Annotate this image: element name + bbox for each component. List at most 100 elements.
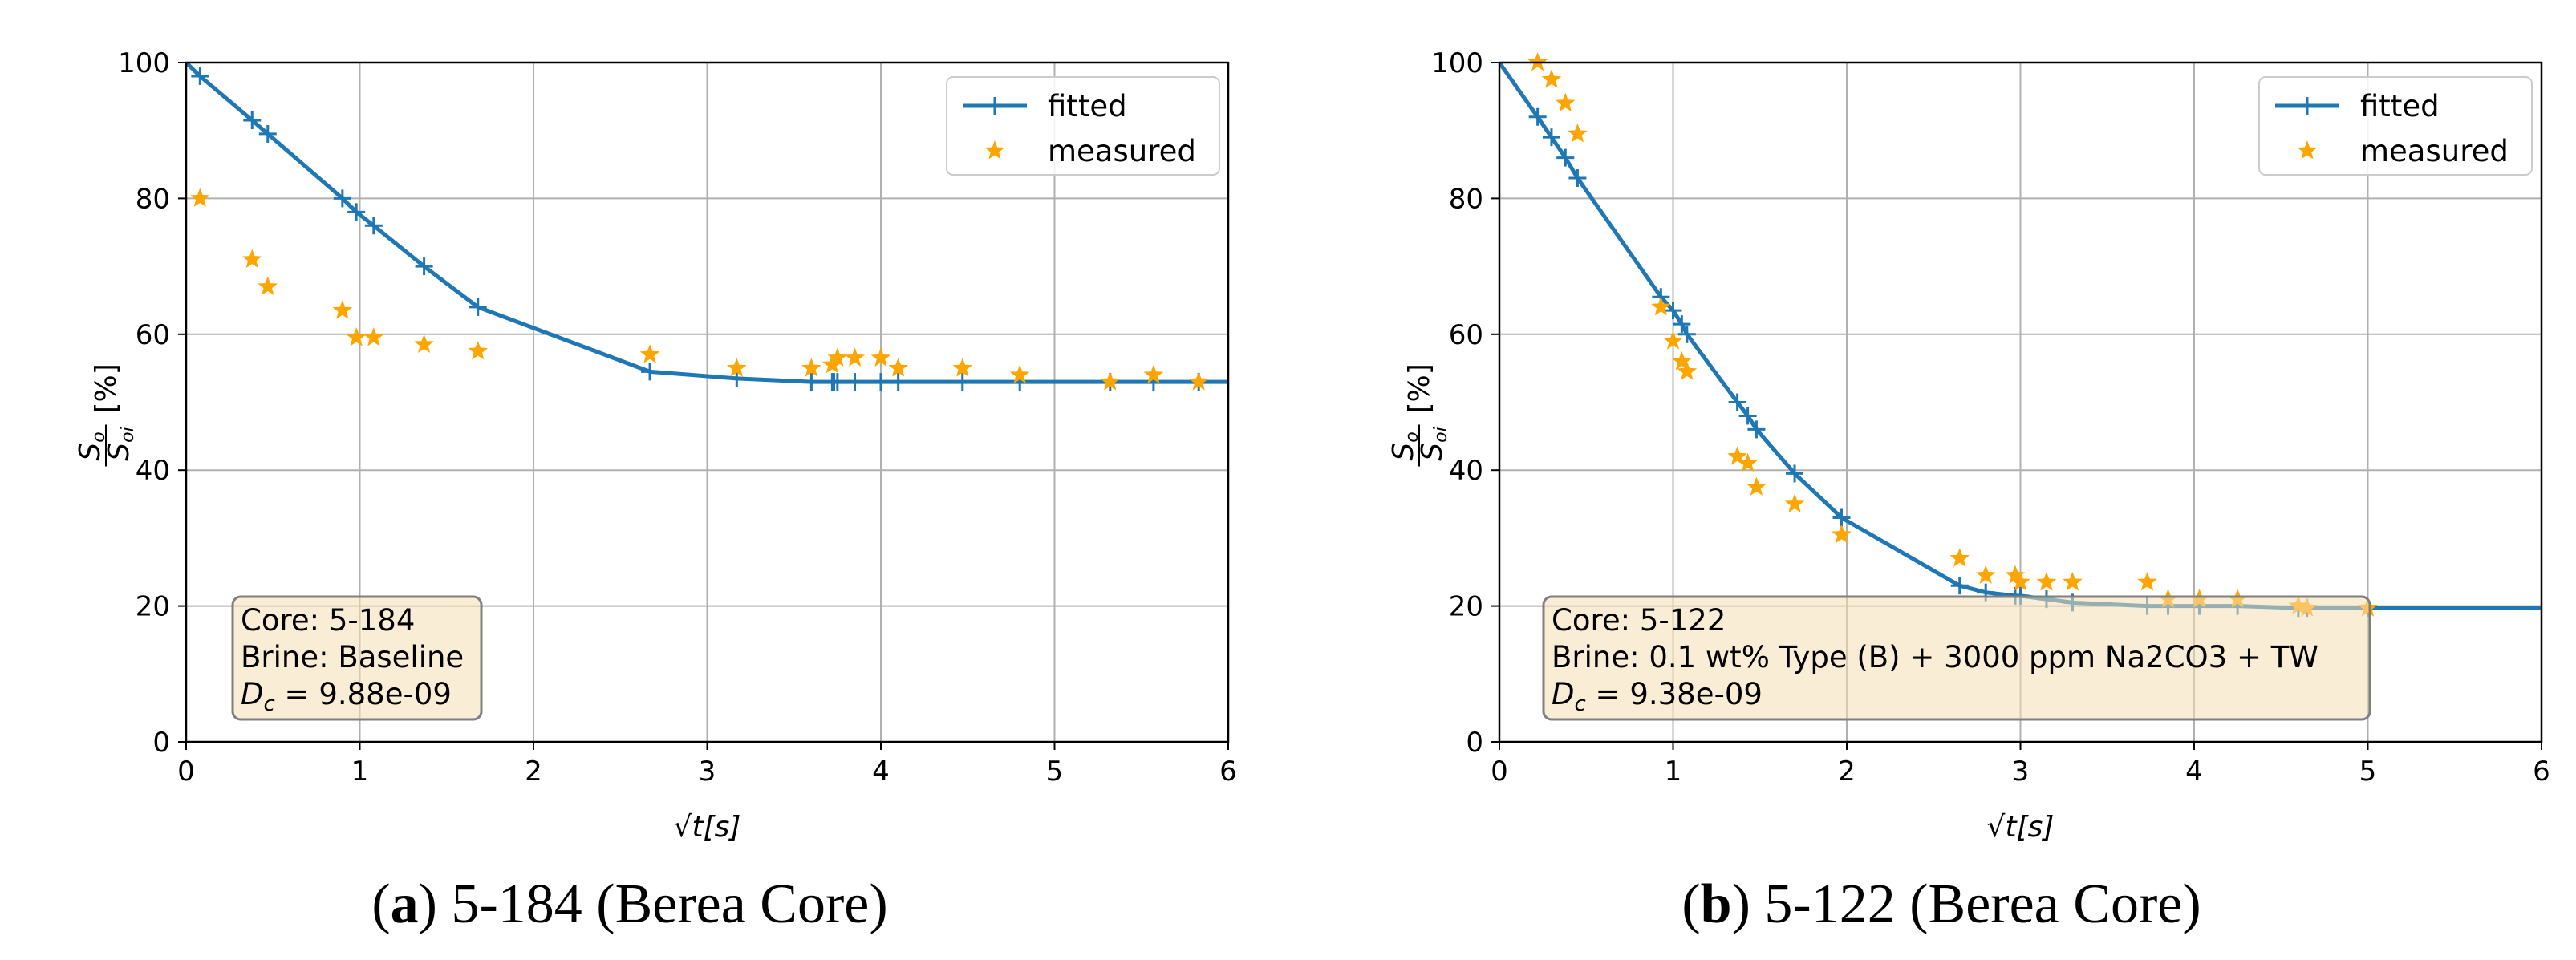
x-tick-label: 6 [1219,755,1237,788]
y-tick-label: 0 [152,727,170,759]
plot-area [186,63,1228,391]
x-tick-label: 4 [872,755,890,788]
measured-point [1832,524,1852,544]
measured-point [1663,330,1683,350]
annotation-core: Core: 5-122 [1552,603,1726,638]
y-tick-label: 60 [1449,319,1483,351]
y-tick-label: 60 [136,319,170,351]
fitted-point [1568,168,1587,187]
measured-point [1100,371,1121,391]
fitted-point [347,203,366,221]
series-line-fitted [186,63,1228,384]
fitted-point [1728,393,1746,411]
fitted-point [243,111,262,129]
fitted-point [1738,407,1757,425]
caption-b: (b) 5-122 (Berea Core) [1681,873,2201,935]
fitted-point [953,373,972,391]
legend-label-fitted: fitted [1048,89,1127,124]
annotation-core: Core: 5-184 [241,603,415,638]
measured-point [801,358,821,377]
measured-point [639,344,660,363]
fitted-point [846,373,864,391]
measured-point [241,249,262,269]
svg-text:Soi: Soi [1416,427,1451,460]
fitted-point [258,124,277,143]
fitted-point [1542,128,1560,147]
fitted-point [469,298,487,316]
fitted-point [333,189,351,208]
legend-label-measured: measured [1048,134,1196,168]
measured-point [1555,92,1576,112]
legend: fitted measured [946,76,1220,176]
fitted-point [872,373,890,391]
x-tick-label: 5 [1046,755,1064,788]
y-tick-label: 80 [1449,183,1483,215]
y-tick-label: 100 [118,47,170,79]
axes-frame [185,61,1230,743]
y-tick-label: 20 [136,591,170,623]
x-tick-label: 2 [525,755,542,788]
measured-point [870,347,891,367]
measured-point [952,358,973,377]
measured-point [2063,572,2083,591]
svg-text:[%]: [%] [1403,363,1436,413]
x-tick-label: 1 [1665,755,1682,788]
measured-point [1651,296,1671,316]
x-tick-label: 2 [1838,755,1856,788]
measured-point [1672,350,1692,371]
x-tick-label: 5 [2359,755,2377,788]
y-tick-label: 0 [1466,727,1483,759]
measured-point [190,188,210,207]
svg-text:√t[s]: √t[s] [674,811,741,844]
fitted-point [1786,464,1804,483]
measured-point [1009,364,1030,384]
measured-point [414,334,434,353]
measured-point [827,347,848,367]
annotation-brine: Brine: 0.1 wt% Type (B) + 3000 ppm Na2CO… [1552,640,2318,674]
fitted-point [191,67,209,85]
legend: fitted measured [2258,76,2533,176]
x-tick-label: 1 [351,755,369,788]
measured-point [1541,69,1562,88]
fitted-point [641,363,659,381]
y-tick-label: 40 [1449,455,1483,487]
fitted-point [889,373,907,391]
fitted-point [1747,420,1766,439]
x-tick-label: 0 [177,755,195,788]
x-axis-label: √t[s] [1987,811,2055,844]
measured-point [845,347,865,367]
measured-point [2005,565,2026,584]
x-tick-label: 4 [2185,755,2203,788]
measured-point [2010,572,2030,591]
fitted-point [1556,148,1575,167]
fitted-point [828,373,846,391]
legend-measured-marker [984,140,1005,160]
measured-point [1568,123,1588,143]
fitted-point [802,373,821,391]
x-tick-label: 3 [699,755,716,788]
axes-frame [1498,61,2543,743]
y-tick-label: 100 [1431,47,1483,79]
annotation-dc: Dc = 9.88e-09 [241,677,452,716]
measured-point [726,358,747,377]
svg-text:[%]: [%] [90,363,123,413]
measured-point [1949,548,1970,567]
measured-point [468,341,489,360]
fitted-point [1832,508,1851,527]
measured-point [1975,565,1996,584]
measured-point [888,358,908,377]
measured-point [346,327,367,346]
measured-point [1784,493,1805,513]
measured-point [1677,361,1698,380]
fitted-point [1677,325,1696,343]
svg-text:Soi: Soi [103,427,138,460]
fitted-point [1528,107,1547,126]
measured-point [363,327,384,346]
x-tick-label: 3 [2012,755,2030,788]
legend-label-measured: measured [2360,134,2509,168]
